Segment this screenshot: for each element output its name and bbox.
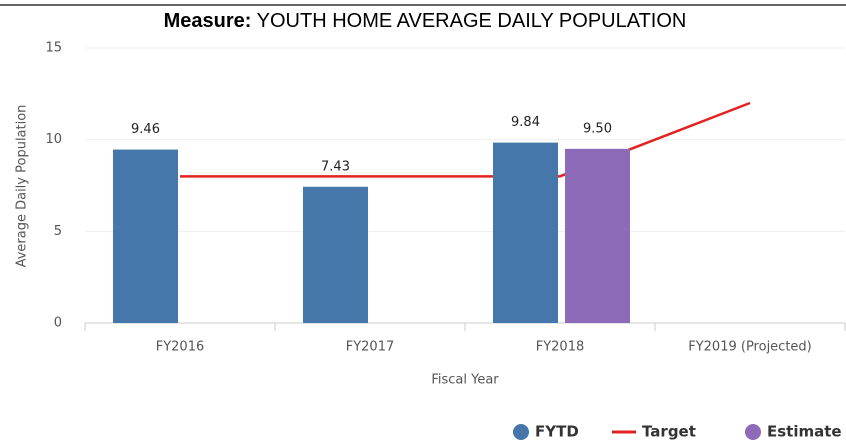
legend-label: FYTD	[535, 423, 579, 441]
bar	[493, 142, 558, 323]
x-tick-label: FY2018	[536, 340, 585, 355]
data-label: 9.50	[583, 121, 612, 136]
bar	[565, 148, 630, 323]
x-tick-label: FY2019 (Projected)	[688, 340, 812, 355]
data-label: 9.84	[511, 115, 540, 130]
y-tick-label: 0	[54, 316, 62, 331]
y-axis-title: Average Daily Population	[15, 105, 30, 268]
x-tick-label: FY2016	[156, 340, 205, 355]
legend-swatch	[745, 424, 761, 440]
y-tick-label: 15	[45, 41, 62, 56]
title-text: YOUTH HOME AVERAGE DAILY POPULATION	[257, 10, 687, 32]
chart-title: Measure: YOUTH HOME AVERAGE DAILY POPULA…	[164, 10, 687, 32]
bar	[303, 186, 368, 323]
bar	[113, 149, 178, 323]
x-tick-label: FY2017	[346, 340, 395, 355]
legend-label: Target	[642, 423, 696, 441]
legend-swatch	[513, 424, 529, 440]
y-tick-label: 10	[45, 132, 62, 147]
legend-label: Estimate	[767, 423, 842, 441]
target-line	[180, 101, 751, 178]
title-label: Measure:	[164, 10, 252, 32]
y-tick-label: 5	[54, 224, 62, 239]
data-label: 9.46	[131, 122, 160, 137]
data-label: 7.43	[321, 159, 350, 174]
x-axis-title: Fiscal Year	[431, 373, 499, 388]
